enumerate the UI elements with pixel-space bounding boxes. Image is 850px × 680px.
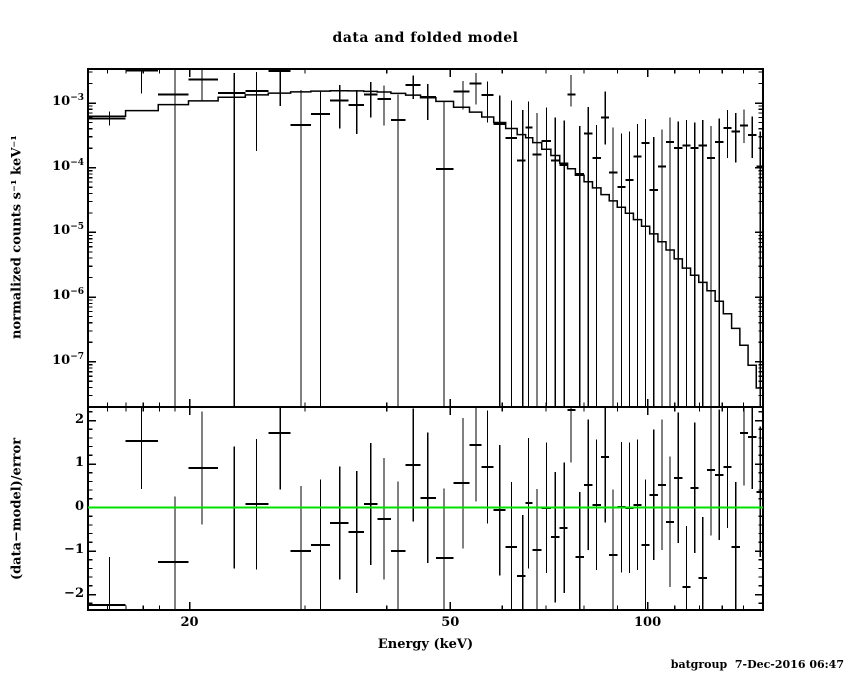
y-top-tick-label: 10−7 <box>52 351 84 368</box>
x-tick-label: 50 <box>441 615 460 630</box>
y-bottom-tick-label: −1 <box>64 542 84 557</box>
bottom-panel-frame <box>87 406 764 611</box>
y-axis-label-residuals: (data−model)/error <box>9 437 25 581</box>
exponent: −4 <box>70 157 84 168</box>
exponent: −6 <box>70 287 84 298</box>
y-top-tick-label: 10−3 <box>52 93 84 109</box>
footer-timestamp: batgroup 7-Dec-2016 06:47 <box>670 658 844 671</box>
exponent: −3 <box>70 93 84 103</box>
folded-model-histogram <box>88 89 763 389</box>
y-top-tick-label: 10−5 <box>52 222 84 239</box>
y-bottom-tick-label: −2 <box>64 585 84 601</box>
y-bottom-tick-label: 1 <box>74 455 84 470</box>
y-bottom-tick-label: 2 <box>74 411 84 427</box>
exponent: −7 <box>70 351 84 362</box>
plot-title: data and folded model <box>332 30 519 46</box>
y-axis-label-counts: normalized counts s⁻¹ keV⁻¹ <box>9 135 25 339</box>
y-top-tick-label: 10−6 <box>52 287 84 304</box>
exponent: −5 <box>70 222 84 233</box>
y-bottom-tick-label: 0 <box>74 498 84 514</box>
x-axis-label: Energy (keV) <box>377 637 474 652</box>
x-tick-label: 100 <box>634 615 662 630</box>
y-top-tick-label: 10−4 <box>52 157 84 174</box>
x-tick-label: 20 <box>180 615 199 630</box>
